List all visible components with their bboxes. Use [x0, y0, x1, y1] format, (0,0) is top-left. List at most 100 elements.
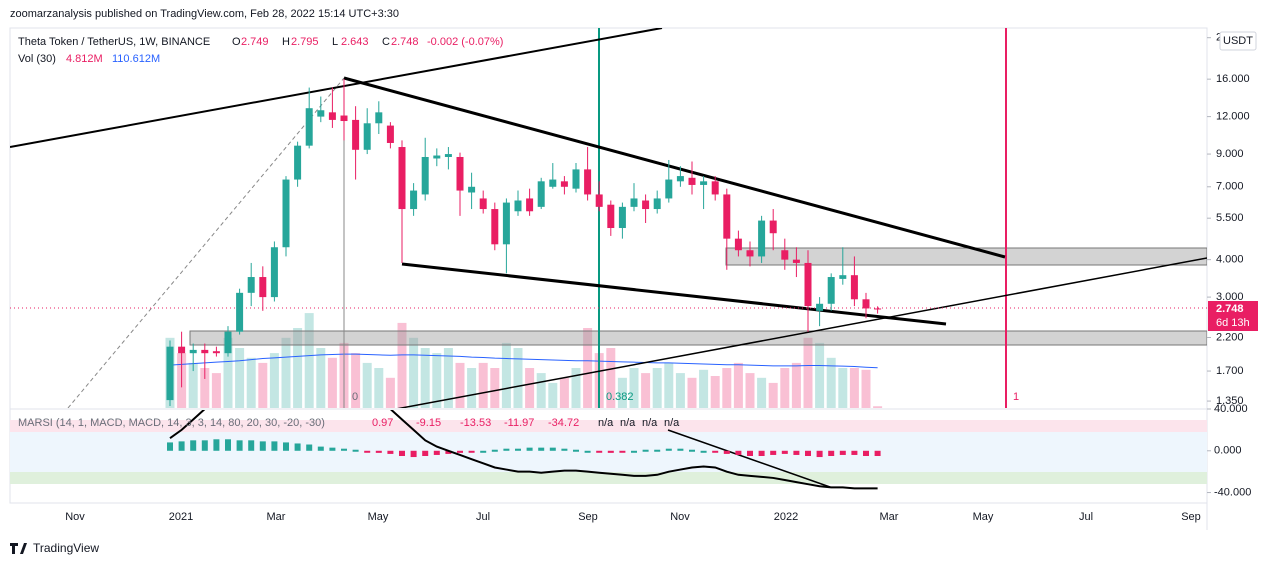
macd-line: [169, 410, 878, 490]
price-tag-box: [1208, 301, 1258, 331]
volume-bar: [478, 362, 488, 408]
currency[interactable]: USDT: [1223, 35, 1253, 47]
volume-bar: [641, 373, 651, 408]
candle-body: [874, 308, 882, 310]
currency-button[interactable]: [1219, 31, 1257, 51]
histogram-bar: [816, 450, 823, 458]
volume-bar: [722, 368, 732, 408]
volume-bar: [490, 368, 500, 408]
histogram-bar: [259, 441, 266, 451]
ohlc-key: L: [332, 36, 338, 48]
candle-body: [491, 209, 499, 245]
volume-bar: [304, 313, 314, 408]
candle-body: [386, 125, 394, 143]
histogram-bar: [480, 450, 487, 453]
candle-body: [502, 202, 510, 245]
candle-body: [549, 179, 557, 187]
volume-bar: [815, 342, 825, 408]
candle-body: [653, 198, 661, 210]
candle-body: [769, 220, 777, 234]
histogram-bar: [642, 449, 649, 452]
histogram-bar: [213, 439, 220, 451]
change: -0.002 (-0.07%): [427, 36, 503, 48]
histogram-bar: [352, 449, 359, 452]
trend-line: [401, 262, 947, 326]
ohlc-key: O: [232, 36, 241, 48]
candle-body: [514, 200, 522, 212]
ohlc-key: C: [382, 36, 390, 48]
y-tick-label: 4.000: [1216, 254, 1244, 266]
candle-body: [340, 115, 348, 122]
histogram-bar: [271, 441, 278, 451]
candle-body: [862, 299, 870, 309]
x-tick-label: Jul: [1079, 511, 1093, 523]
volume-bar: [513, 348, 523, 408]
candle-body: [375, 112, 383, 124]
candle-body: [282, 179, 290, 248]
indicator-value: n/a: [620, 417, 636, 429]
volume-bar: [583, 328, 593, 408]
y-tick-label: 0.000: [1214, 445, 1242, 457]
histogram-bar: [503, 448, 510, 451]
brand[interactable]: TradingView: [33, 541, 99, 555]
x-tick-label: 2021: [169, 511, 193, 523]
histogram-bar: [410, 450, 417, 458]
volume-bar: [838, 368, 848, 408]
candle-body: [224, 331, 232, 354]
candle-body: [444, 154, 452, 157]
zone: [189, 330, 1207, 346]
y-tick-label: 40.000: [1214, 403, 1248, 415]
candle-body: [595, 194, 603, 207]
volume-bar: [246, 357, 256, 408]
volume-last: 4.812M: [66, 53, 103, 65]
candle-body: [665, 179, 673, 199]
histogram-bar: [317, 446, 324, 451]
candles: [166, 79, 882, 406]
histogram-bar: [793, 450, 800, 455]
countdown: 6d 13h: [1216, 317, 1250, 329]
histogram-bar: [747, 450, 753, 456]
volume-bar: [316, 348, 326, 408]
candle-body: [201, 349, 209, 354]
histogram-bar: [723, 450, 730, 454]
histogram-bar: [689, 449, 695, 452]
histogram-bar: [341, 448, 347, 451]
trend-line: [10, 28, 663, 148]
candle-body: [642, 200, 650, 210]
candle-body: [734, 238, 742, 251]
candle-body: [178, 346, 186, 354]
x-tick-label: Nov: [65, 511, 85, 523]
volume-bar: [269, 353, 279, 408]
volume-bar: [780, 368, 790, 408]
candle-body: [607, 204, 615, 229]
candle-body: [688, 177, 696, 185]
volume-bar: [571, 368, 581, 408]
volume-bar: [223, 337, 233, 408]
candle-body: [572, 169, 580, 189]
histogram-bar: [422, 450, 429, 456]
histogram-bar: [225, 439, 231, 451]
candle-body: [827, 277, 835, 304]
volume-bar: [525, 368, 535, 408]
indicator-value: n/a: [642, 417, 658, 429]
y-tick-label: 2.200: [1216, 331, 1244, 343]
volume-bar: [455, 362, 465, 408]
candle-body: [537, 181, 545, 207]
histogram-bar: [433, 450, 440, 455]
histogram-bar: [700, 450, 707, 453]
histogram-bar: [654, 449, 661, 452]
histogram-bar: [607, 450, 614, 453]
indicator-legend: MARSI (14, 1, MACD, MACD, 14, 3, 3, 14, …: [18, 417, 680, 429]
volume-bar: [733, 362, 743, 408]
volume-bar: [617, 377, 627, 408]
candle-body: [560, 181, 568, 187]
x-tick-label: Sep: [1181, 511, 1201, 523]
candle-body: [479, 198, 487, 210]
indicator-bands: [10, 420, 1207, 484]
volume-bar: [652, 368, 662, 408]
histogram-bar: [561, 448, 568, 451]
volume-bar: [548, 382, 558, 408]
histogram-bar: [619, 450, 626, 453]
symbol-title: Theta Token / TetherUS, 1W, BINANCE: [18, 36, 210, 48]
volume-bar: [420, 348, 430, 408]
